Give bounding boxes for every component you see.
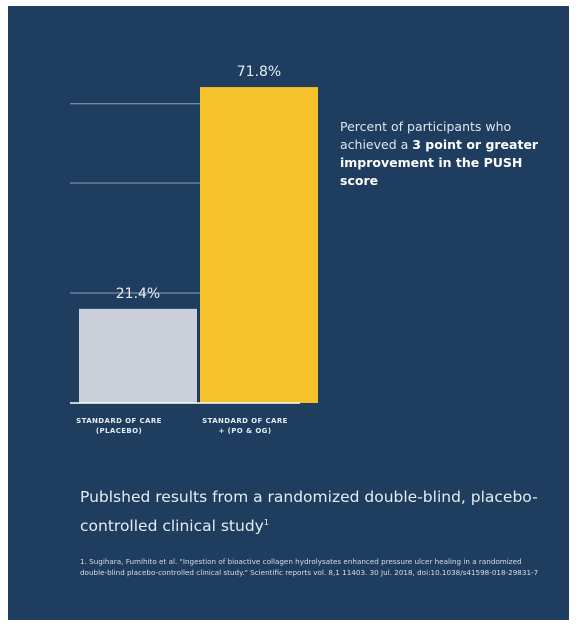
category-label-treatment: STANDARD OF CARE + (PO & OG) bbox=[184, 416, 306, 436]
description-text: Percent of participants who achieved a bbox=[340, 119, 512, 152]
category-label-line: + (PO & OG) bbox=[218, 427, 272, 435]
bar-treatment bbox=[200, 87, 318, 403]
data-label: 21.4% bbox=[116, 286, 160, 302]
published-superscript: 1 bbox=[263, 518, 269, 527]
bar-placebo bbox=[79, 308, 197, 403]
data-label: 71.8% bbox=[237, 64, 281, 80]
category-label-placebo: STANDARD OF CARE (PLACEBO) bbox=[58, 416, 180, 436]
description-highlight: 3 point or greater improvement in the PU… bbox=[340, 137, 539, 188]
category-label-line: (PLACEBO) bbox=[95, 427, 143, 435]
published-results-text: Publshed results from a randomized doubl… bbox=[80, 484, 540, 539]
category-label-line: STANDARD OF CARE bbox=[76, 417, 162, 425]
published-text: Publshed results from a randomized doubl… bbox=[80, 488, 538, 536]
chart-description: Percent of participants who achieved a 3… bbox=[340, 118, 550, 190]
category-label-line: STANDARD OF CARE bbox=[202, 417, 288, 425]
citation-footnote: 1. Sugihara, Fumihito et al. "Ingestion … bbox=[80, 557, 539, 577]
